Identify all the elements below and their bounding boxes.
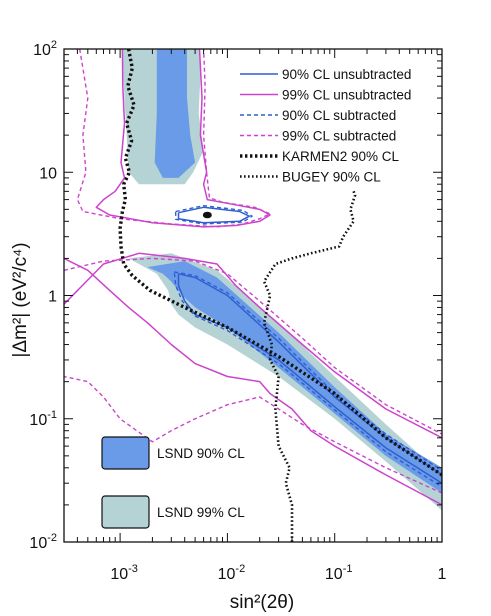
curve-karmen2-90-cl-1 [118,49,442,477]
curve-90-cl-unsubtracted-2 [177,206,251,224]
legend-box-label: LSND 90% CL [157,446,245,461]
legend-label: 99% CL subtracted [282,129,396,144]
y-tick-label: 102 [33,39,57,59]
y-tick-label: 10 [39,165,57,182]
x-tick-label: 10-2 [218,563,246,583]
legend: 90% CL unsubtracted 99% CL unsubtracted 90… [101,67,411,529]
curve-90-cl-unsubtracted-1 [177,273,442,484]
legend-box-label: LSND 99% CL [157,505,245,520]
region-lsnd-90-cl-4 [154,49,196,178]
curve-90-cl-subtracted-1 [173,271,442,488]
x-tick-label: 1 [438,566,447,583]
region-lsnd-90-cl-3 [147,261,442,493]
curve-90-cl-subtracted-2 [175,205,253,225]
legend-label: 90% CL unsubtracted [282,67,411,82]
region-lsnd-99-cl-1 [128,253,442,511]
legend-label: 90% CL subtracted [282,108,396,123]
point-layer [202,211,212,219]
regions-layer [122,49,442,511]
y-tick-label: 10-1 [29,409,57,429]
curve-99-cl-unsubtracted-2 [64,257,442,506]
best-fit-point [202,211,212,219]
curve-99-cl-subtracted-2 [64,375,442,494]
x-axis-title: sin²(2θ) [230,592,294,613]
curve-99-cl-unsubtracted-1 [64,252,442,439]
legend-box-lsnd-99-cl [101,495,150,529]
tick-labels: 10-3 10-2 10-1 1 102 10 1 10-1 10-2 [29,39,446,583]
x-tick-label: 10-1 [325,563,353,583]
curve-99-cl-subtracted-1 [64,257,442,435]
curves-layer [64,49,442,542]
y-axis-title: |Δm²| (eV²/c⁴) [10,242,31,357]
legend-label: KARMEN2 90% CL [282,149,400,164]
y-tick-label: 1 [48,289,57,306]
legend-label: 99% CL unsubtracted [282,88,411,103]
x-tick-label: 10-3 [110,563,138,583]
y-tick-label: 10-2 [29,532,57,552]
legend-label: BUGEY 90% CL [282,170,381,185]
legend-box-lsnd-90-cl [101,436,150,470]
ticks-layer [63,48,443,543]
